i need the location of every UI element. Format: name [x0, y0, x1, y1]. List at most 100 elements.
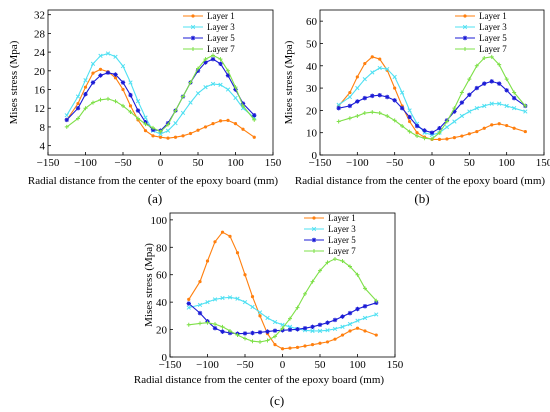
- data-point: [347, 116, 352, 121]
- data-point: [504, 88, 509, 93]
- data-point: [340, 324, 345, 329]
- x-tick-label: −150: [37, 157, 60, 169]
- data-point: [136, 116, 140, 121]
- data-point: [165, 128, 171, 133]
- data-point: [393, 86, 397, 90]
- data-point: [399, 90, 405, 95]
- y-tick-label: 24: [34, 47, 46, 59]
- data-point: [504, 77, 509, 82]
- data-point: [121, 103, 125, 108]
- data-point: [83, 91, 88, 97]
- data-point: [459, 90, 464, 95]
- series-layer-7: [64, 53, 257, 134]
- data-point: [399, 105, 405, 111]
- data-point: [385, 94, 390, 100]
- plot-frame: [169, 212, 396, 358]
- y-tick-label: 0: [162, 352, 168, 364]
- data-point: [212, 326, 218, 331]
- data-point: [196, 66, 200, 71]
- data-point: [135, 108, 141, 113]
- data-point: [98, 67, 103, 72]
- data-point: [196, 128, 200, 132]
- legend-label: Layer 1: [207, 11, 235, 21]
- series-layer-1: [65, 67, 256, 140]
- data-point: [482, 126, 486, 130]
- x-tick-label: 0: [158, 157, 164, 169]
- data-point: [105, 51, 111, 56]
- data-point: [158, 129, 163, 134]
- series-layer-3: [336, 65, 528, 138]
- data-point: [197, 310, 203, 316]
- data-point: [489, 101, 494, 106]
- data-point: [325, 340, 330, 344]
- y-tick-label: 60: [306, 16, 318, 28]
- series-layer-3: [64, 51, 257, 137]
- data-point: [220, 230, 225, 234]
- legend-entry: Layer 1: [183, 11, 235, 21]
- data-point: [188, 131, 193, 136]
- data-point: [210, 81, 216, 87]
- data-point: [474, 85, 479, 91]
- data-point: [400, 124, 405, 128]
- legend-label: Layer 1: [479, 11, 507, 21]
- x-tick-label: −50: [114, 157, 132, 169]
- data-point: [374, 312, 379, 317]
- data-point: [355, 318, 360, 323]
- data-point: [195, 91, 201, 96]
- data-point: [128, 109, 133, 114]
- legend-entry: Layer 1: [304, 213, 356, 223]
- y-tick-label: 32: [34, 10, 45, 22]
- data-point: [460, 134, 464, 138]
- data-point: [287, 327, 293, 333]
- data-point: [489, 79, 494, 84]
- data-point: [198, 279, 202, 284]
- data-point: [370, 70, 375, 75]
- data-point: [336, 119, 341, 124]
- data-point: [76, 101, 80, 106]
- data-point: [482, 55, 487, 60]
- data-point: [250, 295, 255, 299]
- data-point: [91, 100, 95, 105]
- data-point: [228, 234, 232, 238]
- data-point: [362, 95, 367, 101]
- data-point: [143, 129, 148, 133]
- data-point: [121, 87, 125, 92]
- data-point: [64, 113, 69, 118]
- data-point: [158, 131, 163, 137]
- data-point: [173, 121, 178, 126]
- legend-label: Layer 3: [328, 224, 356, 234]
- data-point: [90, 61, 96, 66]
- data-point: [233, 95, 238, 101]
- data-point: [203, 85, 208, 90]
- data-point: [166, 122, 170, 127]
- y-axis-label: Mises stress (Mpa): [283, 40, 295, 124]
- data-point: [374, 333, 378, 337]
- data-point: [497, 122, 501, 126]
- data-point: [325, 260, 330, 265]
- data-point: [235, 296, 240, 301]
- x-tick-label: −100: [74, 157, 97, 169]
- data-point: [225, 73, 231, 78]
- y-axis-label: Mises stress (Mpa): [8, 40, 20, 124]
- legend-entry: Layer 7: [304, 246, 356, 256]
- data-point: [355, 306, 360, 312]
- data-point: [407, 114, 412, 120]
- data-point: [75, 106, 81, 111]
- data-point: [497, 101, 502, 106]
- data-point: [243, 336, 247, 341]
- data-point: [363, 286, 367, 291]
- data-point: [198, 321, 202, 326]
- data-point: [213, 240, 217, 244]
- data-point: [310, 324, 315, 330]
- data-point: [173, 135, 178, 139]
- data-point: [218, 57, 223, 62]
- legend-marker: [312, 216, 316, 220]
- data-point: [241, 103, 245, 108]
- data-point: [235, 333, 240, 338]
- data-point: [392, 118, 397, 123]
- data-point: [151, 134, 155, 138]
- data-point: [64, 124, 69, 129]
- data-point: [187, 297, 191, 301]
- data-point: [363, 61, 367, 66]
